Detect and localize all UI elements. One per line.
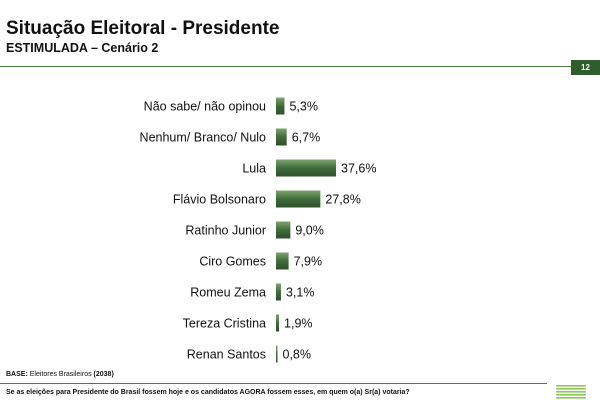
value-label: 27,8% <box>325 193 360 207</box>
category-label: Romeu Zema <box>190 286 266 300</box>
category-label: Não sabe/ não opinou <box>144 100 266 114</box>
value-label: 1,9% <box>284 317 313 331</box>
footer-divider <box>0 383 547 384</box>
bar <box>276 345 278 363</box>
category-label: Flávio Bolsonaro <box>173 193 266 207</box>
survey-question: Se as eleições para Presidente do Brasil… <box>6 389 410 396</box>
category-label: Tereza Cristina <box>183 317 266 331</box>
category-label: Ciro Gomes <box>199 255 266 269</box>
bar <box>276 221 291 239</box>
bar <box>276 159 336 177</box>
bar <box>276 128 287 146</box>
category-label: Renan Santos <box>187 348 266 362</box>
value-label: 5,3% <box>289 100 318 114</box>
page-subtitle: ESTIMULADA – Cenário 2 <box>6 41 159 55</box>
base-text: Eleitores Brasileiros <box>29 371 92 378</box>
bar <box>276 97 285 115</box>
page-title: Situação Eleitoral - Presidente <box>6 18 280 39</box>
bar <box>276 190 321 208</box>
stacked-stripes-logo-icon <box>556 385 586 399</box>
page-number-badge: 12 <box>571 60 600 75</box>
category-label: Lula <box>242 162 266 176</box>
base-count: (2038) <box>93 371 114 378</box>
bar <box>276 283 281 301</box>
value-label: 0,8% <box>283 348 312 362</box>
bar <box>276 252 289 270</box>
value-label: 3,1% <box>286 286 315 300</box>
header-divider <box>0 66 571 67</box>
category-label: Nenhum/ Branco/ Nulo <box>140 131 267 145</box>
category-label: Ratinho Junior <box>185 224 266 238</box>
value-label: 37,6% <box>341 162 376 176</box>
value-label: 6,7% <box>292 131 321 145</box>
value-label: 7,9% <box>294 255 323 269</box>
bar <box>276 314 280 332</box>
value-label: 9,0% <box>295 224 324 238</box>
base-note: BASE: Eleitores Brasileiros (2038) <box>6 371 114 378</box>
base-label: BASE: <box>6 371 28 378</box>
